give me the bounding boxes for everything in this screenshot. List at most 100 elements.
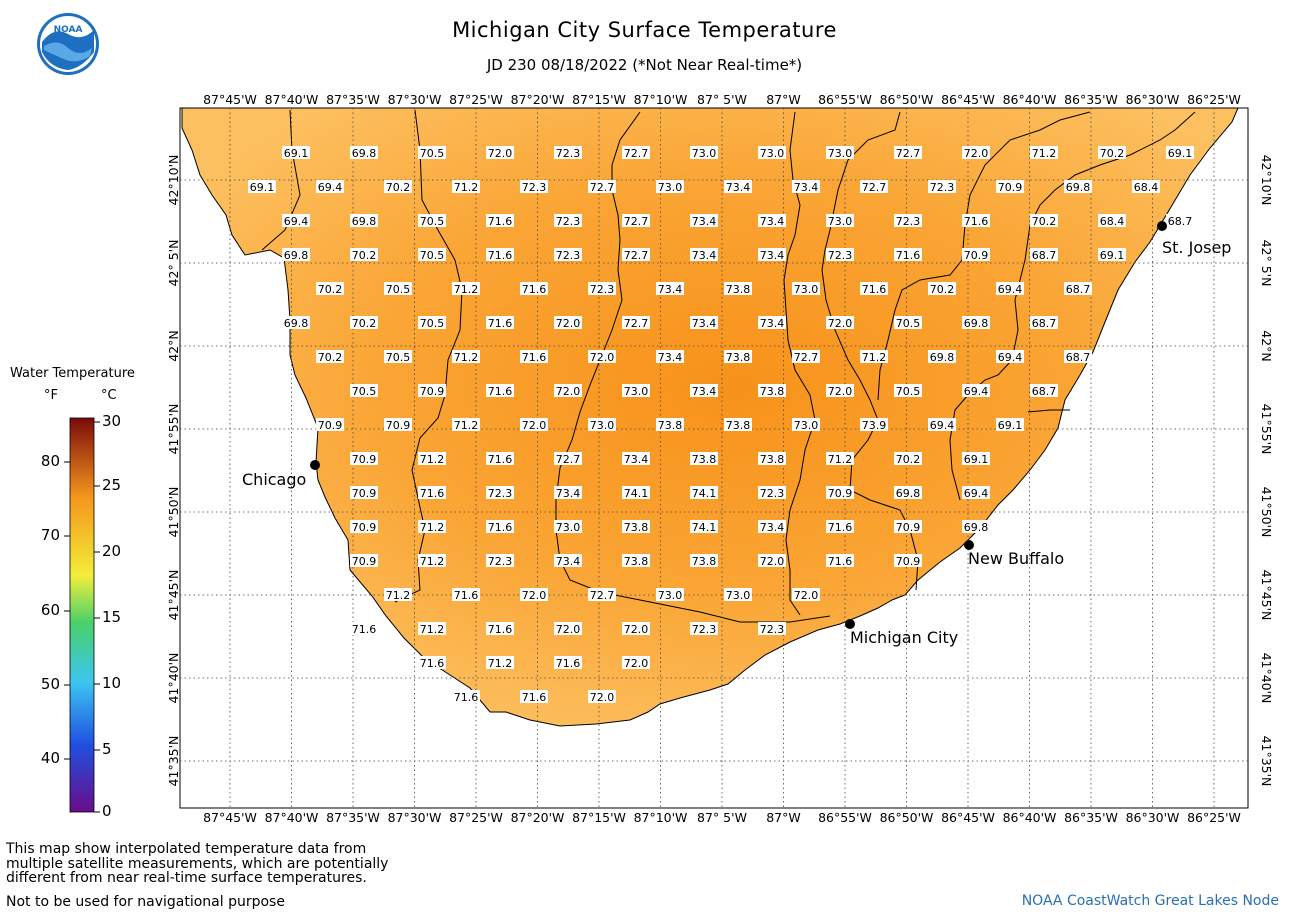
value-bg: [350, 248, 378, 261]
temp-value: 71.6: [826, 520, 854, 534]
value-bg: [622, 656, 650, 669]
lat-label: 42°N: [166, 330, 181, 362]
value-bg: [622, 520, 650, 533]
temp-value: 71.6: [418, 486, 446, 500]
value-text: 71.6: [964, 215, 989, 228]
temp-value: 73.0: [656, 180, 684, 194]
value-text: 71.2: [828, 453, 853, 466]
temp-value: 73.4: [690, 316, 718, 330]
value-text: 70.2: [386, 181, 411, 194]
value-text: 72.3: [556, 147, 581, 160]
value-bg: [826, 316, 854, 329]
lon-label: 87°40'W: [265, 810, 319, 825]
value-bg: [452, 690, 480, 703]
temp-value: 74.1: [690, 520, 718, 534]
value-text: 69.4: [284, 215, 309, 228]
value-text: 71.2: [862, 351, 887, 364]
value-text: 73.8: [658, 419, 683, 432]
value-text: 69.8: [352, 215, 377, 228]
temp-value: 69.1: [248, 180, 276, 194]
temp-value: 70.9: [894, 554, 922, 568]
temp-value: 72.0: [792, 588, 820, 602]
lat-label: 42° 5'N: [166, 240, 181, 287]
value-text: 71.2: [420, 555, 445, 568]
value-text: 69.1: [284, 147, 309, 160]
value-text: 74.1: [692, 521, 717, 534]
temp-value: 71.6: [486, 214, 514, 228]
value-text: 73.0: [624, 385, 649, 398]
temp-value: 73.8: [724, 282, 752, 296]
temp-value: 69.1: [962, 452, 990, 466]
temp-value: 72.7: [622, 214, 650, 228]
value-bg: [486, 554, 514, 567]
value-bg: [622, 452, 650, 465]
value-text: 72.3: [590, 283, 615, 296]
value-bg: [384, 588, 412, 601]
value-text: 71.6: [488, 249, 513, 262]
temp-value: 71.2: [452, 350, 480, 364]
value-bg: [588, 418, 616, 431]
temp-value: 69.8: [894, 486, 922, 500]
legend-c-tick: 30: [102, 412, 122, 430]
temp-value: 72.7: [622, 316, 650, 330]
value-bg: [962, 520, 990, 533]
value-bg: [1064, 282, 1092, 295]
value-bg: [384, 350, 412, 363]
temp-value: 72.3: [486, 554, 514, 568]
temp-value: 73.4: [690, 248, 718, 262]
value-bg: [690, 316, 718, 329]
temp-value: 73.0: [724, 588, 752, 602]
temp-value: 73.4: [758, 214, 786, 228]
lon-label: 87°W: [766, 810, 801, 825]
lon-label: 87° 5'W: [697, 92, 747, 107]
temp-value: 70.5: [418, 214, 446, 228]
temp-value: 70.9: [894, 520, 922, 534]
value-text: 70.5: [420, 215, 445, 228]
value-text: 72.7: [624, 215, 649, 228]
temp-value: 71.2: [486, 656, 514, 670]
legend-f-tick: 50: [40, 675, 60, 693]
lon-label: 86°45'W: [941, 810, 995, 825]
temp-value: 70.2: [928, 282, 956, 296]
value-text: 69.8: [284, 317, 309, 330]
value-text: 72.0: [522, 589, 547, 602]
temp-value: 72.3: [554, 248, 582, 262]
value-text: 71.6: [862, 283, 887, 296]
value-text: 73.0: [794, 283, 819, 296]
value-text: 68.7: [1066, 351, 1091, 364]
value-bg: [1166, 146, 1194, 159]
value-bg: [724, 350, 752, 363]
value-bg: [622, 486, 650, 499]
lon-label: 87°25'W: [449, 810, 503, 825]
value-bg: [724, 418, 752, 431]
value-text: 72.0: [488, 147, 513, 160]
temp-value: 72.0: [962, 146, 990, 160]
temp-value: 72.0: [588, 350, 616, 364]
temp-value: 72.0: [622, 622, 650, 636]
temp-value: 73.8: [690, 452, 718, 466]
value-text: 71.6: [488, 215, 513, 228]
temp-value: 70.9: [350, 452, 378, 466]
value-text: 69.4: [998, 351, 1023, 364]
value-bg: [418, 554, 446, 567]
temp-value: 70.5: [894, 384, 922, 398]
value-text: 72.7: [862, 181, 887, 194]
value-bg: [486, 248, 514, 261]
value-text: 70.5: [386, 283, 411, 296]
credit-link[interactable]: NOAA CoastWatch Great Lakes Node: [1021, 893, 1279, 909]
value-bg: [622, 622, 650, 635]
temp-value: 69.8: [350, 146, 378, 160]
temperature-values: 69.1 69.8 70.5 72.0 72.3 72.7 73.0 73.0 73.0 72.7…: [248, 146, 1194, 704]
temp-value: 72.7: [588, 588, 616, 602]
value-text: 74.1: [624, 487, 649, 500]
value-bg: [486, 146, 514, 159]
value-bg: [520, 350, 548, 363]
value-text: 73.0: [760, 147, 785, 160]
temp-value: 70.2: [894, 452, 922, 466]
temp-value: 72.7: [554, 452, 582, 466]
value-text: 69.8: [896, 487, 921, 500]
temp-value: 72.7: [622, 248, 650, 262]
value-text: 73.4: [658, 351, 683, 364]
value-text: 71.2: [488, 657, 513, 670]
value-bg: [452, 588, 480, 601]
